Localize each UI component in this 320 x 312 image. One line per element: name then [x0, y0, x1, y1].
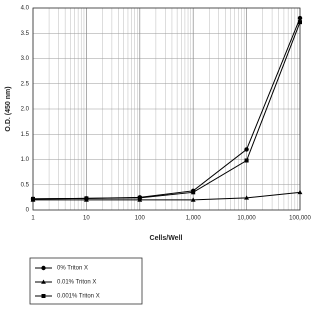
- marker: [191, 190, 196, 195]
- chart: Cells/Well O.D. (450 nm) 0 0.5 1.0 1.5 2.0 2.…: [5, 6, 312, 305]
- marker: [41, 279, 46, 284]
- y-tick-label: 2.5: [21, 81, 30, 87]
- x-tick-label: 1,000: [186, 216, 202, 222]
- marker: [190, 197, 196, 202]
- marker: [41, 265, 46, 271]
- y-axis-label: O.D. (450 nm): [5, 86, 12, 131]
- y-tick-label: 3.5: [21, 31, 30, 37]
- marker: [297, 15, 303, 21]
- marker: [244, 195, 249, 200]
- x-tick-label: 100: [135, 216, 146, 222]
- y-tick-label: 1.5: [21, 132, 30, 138]
- legend-label: 0.001% Triton X: [57, 294, 100, 300]
- y-tick-label: 2.0: [21, 107, 30, 113]
- legend-label: 0.01% Triton X: [57, 280, 96, 286]
- marker: [244, 158, 249, 163]
- y-tick-label: 4.0: [21, 6, 30, 12]
- x-tick-label: 10,000: [237, 216, 256, 222]
- legend-box: [29, 257, 143, 305]
- series-line: [32, 21, 301, 200]
- y-tick-label: 1.0: [21, 157, 30, 163]
- plot-frame: [32, 7, 301, 211]
- marker: [298, 20, 302, 25]
- series-line: [33, 191, 301, 201]
- marker: [84, 196, 89, 201]
- marker: [31, 196, 35, 201]
- y-tick-label: 0: [26, 208, 30, 214]
- legend-label: 0% Triton X: [57, 266, 88, 272]
- x-tick-label: 100,000: [289, 216, 311, 222]
- series-line: [32, 17, 301, 200]
- marker: [41, 294, 46, 298]
- y-tick-label: 3.0: [21, 56, 30, 62]
- x-tick-label: 1: [31, 216, 35, 222]
- marker: [244, 147, 249, 152]
- marker: [137, 195, 142, 200]
- x-tick-label: 10: [83, 216, 90, 222]
- y-tick-label: 0.5: [21, 182, 30, 188]
- marker: [297, 189, 303, 195]
- x-axis-label: Cells/Well: [150, 235, 183, 242]
